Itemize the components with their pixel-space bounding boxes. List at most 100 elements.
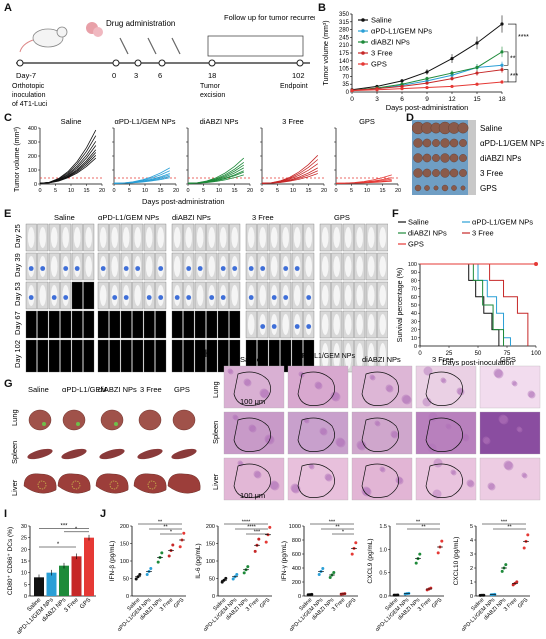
h-tissue-texture [450, 469, 456, 475]
i-ytick-label: 10 [21, 571, 27, 577]
h-tissue-texture [374, 420, 380, 426]
timeline-dot-day0 [112, 59, 120, 67]
e-group-3free: 3 Free [252, 213, 274, 222]
h-tissue-texture [401, 394, 411, 404]
tumor-specimen [413, 138, 423, 148]
e-mouse-body [305, 256, 313, 277]
h-tissue-texture [379, 466, 385, 472]
e-mouse-body [157, 227, 164, 248]
h-tissue-texture [335, 437, 345, 447]
b-xtick-label: 9 [425, 96, 429, 103]
e-mouse-body [356, 256, 364, 277]
g-metastasis-mark [114, 422, 118, 426]
h-tissue-texture [244, 379, 252, 387]
b-sig-label: *** [510, 73, 518, 80]
b-point [500, 22, 504, 26]
h-tissue-texture [428, 412, 438, 422]
j-ytick-label: 200 [206, 524, 215, 530]
e-mouse-image [48, 310, 60, 339]
e-mouse-body [344, 314, 352, 335]
drug-admin-label: Drug administration [106, 19, 175, 28]
day-label-3: 6 [158, 71, 162, 80]
h-tissue-texture [330, 391, 340, 401]
b-legend-label: 3 Free [371, 49, 393, 58]
j-ylabel: CXCL10 (pg/mL) [453, 537, 460, 586]
j-ytick-label: 1.0 [379, 547, 387, 553]
i-sig-label: *** [60, 523, 68, 529]
h-tissue-texture [253, 470, 261, 478]
j-sig-label: ** [421, 525, 426, 531]
j-data-point [500, 569, 504, 573]
panel-label-d: D [406, 112, 414, 124]
f-endpoint-marker [534, 262, 538, 266]
h-tissue-texture [422, 397, 432, 407]
e-signal [123, 266, 129, 271]
h-tissue-texture [319, 427, 327, 435]
h-tissue-texture [357, 441, 367, 451]
orthotopic-text: Orthotopic [12, 83, 45, 90]
h-tissue-texture [498, 414, 508, 424]
i-ylabel: CD80⁺ CD86⁺ DCs (%) [7, 527, 14, 595]
e-mouse-image [71, 339, 83, 373]
e-mouse-body [333, 314, 341, 335]
c-xtick-label: 0 [112, 188, 115, 194]
e-group-diabzi: diABZI NPs [172, 213, 211, 222]
h-tissue-texture [304, 418, 310, 424]
panel-g-organ-photos: Saline αPD-L1/GEM diABZI NPs 3 Free GPS … [10, 385, 201, 496]
h-histology-tile [415, 365, 477, 409]
tumor-icon [86, 22, 103, 37]
j-data-point [332, 570, 336, 574]
e-mouse-body [344, 256, 352, 277]
e-mouse-body [185, 227, 192, 248]
j-ytick-label: 0 [470, 594, 473, 600]
e-mouse-image [183, 339, 195, 373]
j-data-point [440, 539, 444, 543]
e-mouse-image [109, 339, 121, 373]
panel-d-tumor-photo: Saline αPD-L1/GEM NPs diABZI NPs 3 Free … [412, 120, 544, 195]
e-group-gps: GPS [334, 213, 350, 222]
b-legend-label: diABZI NPs [371, 38, 410, 47]
j-data-point [160, 551, 164, 555]
tumor-specimen [433, 185, 439, 191]
b-point [500, 63, 504, 67]
c-individual-curve [39, 157, 97, 184]
h-row-spleen: Spleen [211, 421, 220, 444]
f-ytick-label: 90 [411, 270, 417, 276]
b-point [425, 81, 429, 85]
h-tissue-texture [521, 472, 527, 478]
e-signal [248, 266, 254, 271]
h-tissue-texture [259, 388, 269, 398]
tumor-specimen [432, 139, 440, 147]
j-data-point [321, 567, 325, 571]
j-data-point [436, 551, 440, 555]
e-signal [294, 266, 300, 271]
b-legend-marker [361, 62, 365, 66]
j-ytick-label: 150 [206, 542, 215, 548]
j-xtick-label: GPS [173, 597, 186, 610]
f-ytick-label: 30 [411, 319, 417, 325]
g-liver [95, 473, 129, 494]
day-label-2: 3 [134, 71, 138, 80]
panel-h-histology: Saline αPD-L1/GEM NPs diABZI NPs 3 Free … [211, 353, 541, 501]
c-xtick-label: 5 [202, 188, 205, 194]
h-lesion-outline [425, 371, 463, 406]
e-signal [232, 266, 238, 271]
g-spleen [61, 448, 87, 460]
tumor-specimen [440, 138, 450, 148]
c-title: 3 Free [282, 117, 304, 126]
i-bar [84, 537, 94, 596]
e-mouse-body [145, 227, 153, 248]
e-mouse-body [196, 227, 204, 248]
h-tissue-texture [511, 380, 517, 386]
h-tissue-texture [232, 414, 238, 420]
j-data-point [149, 567, 153, 571]
e-mouse-body [321, 227, 329, 248]
day-label-4: 18 [208, 71, 216, 80]
e-mouse-body [111, 227, 118, 248]
e-mouse-body [333, 227, 341, 248]
j-data-point [178, 545, 182, 549]
e-mouse-body [259, 285, 266, 306]
panel-label-c: C [4, 112, 12, 124]
timeline-dot-day6 [158, 59, 166, 67]
h-col-saline: Saline [240, 355, 261, 364]
